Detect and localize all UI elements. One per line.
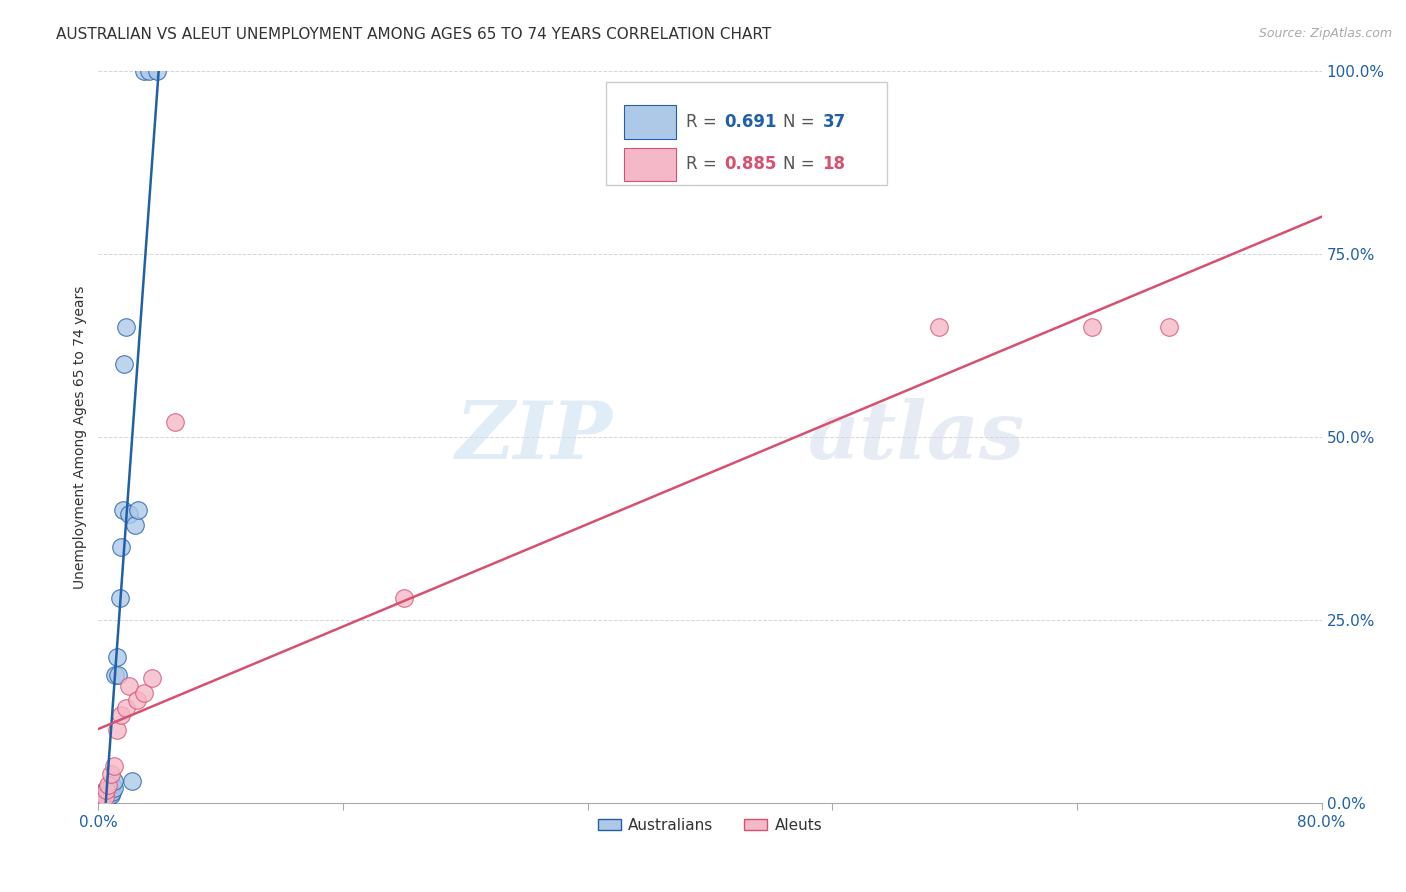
Text: 37: 37	[823, 112, 846, 130]
Point	[90, 792, 112, 806]
Point	[98, 785, 121, 799]
Point	[101, 778, 124, 792]
Point	[138, 64, 160, 78]
Point	[112, 357, 135, 371]
Point	[97, 789, 120, 804]
Point	[115, 320, 138, 334]
Point	[108, 591, 131, 605]
Point	[110, 708, 132, 723]
Point	[163, 416, 186, 430]
Point	[97, 789, 120, 803]
Text: 18: 18	[823, 155, 845, 173]
Point	[134, 64, 156, 78]
Point	[93, 792, 115, 806]
Text: ZIP: ZIP	[456, 399, 612, 475]
Point	[127, 503, 149, 517]
FancyBboxPatch shape	[606, 82, 887, 185]
FancyBboxPatch shape	[624, 147, 676, 181]
Text: N =: N =	[783, 112, 820, 130]
Text: 0.885: 0.885	[724, 155, 778, 173]
FancyBboxPatch shape	[624, 104, 676, 138]
Point	[110, 540, 132, 554]
Point	[141, 672, 163, 686]
Point	[94, 789, 117, 803]
Text: atlas: atlas	[808, 399, 1025, 475]
Point	[145, 64, 167, 78]
Point	[107, 667, 129, 681]
Text: Source: ZipAtlas.com: Source: ZipAtlas.com	[1258, 27, 1392, 40]
Point	[89, 792, 111, 806]
Point	[98, 789, 121, 803]
Point	[928, 320, 950, 334]
Point	[1157, 320, 1180, 334]
Text: 0.691: 0.691	[724, 112, 778, 130]
Point	[93, 789, 115, 804]
Point	[392, 591, 416, 605]
Point	[94, 782, 117, 797]
Y-axis label: Unemployment Among Ages 65 to 74 years: Unemployment Among Ages 65 to 74 years	[73, 285, 87, 589]
Point	[94, 792, 117, 806]
Point	[1081, 320, 1104, 334]
Point	[100, 766, 122, 780]
Text: AUSTRALIAN VS ALEUT UNEMPLOYMENT AMONG AGES 65 TO 74 YEARS CORRELATION CHART: AUSTRALIAN VS ALEUT UNEMPLOYMENT AMONG A…	[56, 27, 772, 42]
Point	[90, 789, 112, 804]
Point	[124, 517, 146, 532]
Point	[118, 507, 141, 521]
Point	[104, 667, 127, 681]
Point	[105, 649, 128, 664]
Point	[90, 792, 112, 806]
Point	[118, 679, 141, 693]
Point	[91, 792, 114, 806]
Text: R =: R =	[686, 155, 721, 173]
Point	[100, 781, 122, 796]
Point	[103, 781, 125, 796]
Point	[105, 723, 128, 737]
Text: R =: R =	[686, 112, 721, 130]
Point	[94, 782, 117, 797]
Legend: Australians, Aleuts: Australians, Aleuts	[592, 812, 828, 839]
Point	[97, 778, 120, 792]
Point	[100, 789, 122, 803]
Point	[134, 686, 156, 700]
Text: N =: N =	[783, 155, 820, 173]
Point	[93, 789, 115, 804]
Point	[93, 787, 115, 801]
Point	[91, 789, 114, 803]
Point	[101, 785, 124, 799]
Point	[125, 693, 148, 707]
Point	[91, 785, 114, 799]
Point	[103, 773, 125, 788]
Point	[111, 503, 134, 517]
Point	[121, 773, 143, 788]
Point	[103, 759, 125, 773]
Point	[115, 700, 138, 714]
